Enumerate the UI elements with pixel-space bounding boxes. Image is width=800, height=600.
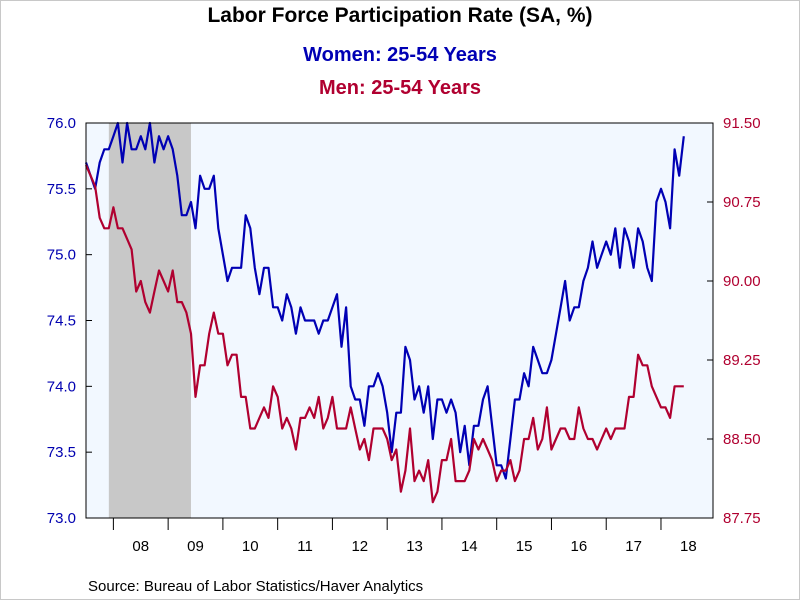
x-axis-tick-label: 13 [406,538,423,555]
left-axis-tick-label: 73.5 [47,444,76,461]
men-series-line [84,164,684,504]
series-label-men: Men: 25-54 Years [319,77,481,99]
chart-title: Labor Force Participation Rate (SA, %) [207,4,593,27]
x-axis-tick-label: 15 [516,538,533,555]
x-axis-tick-label: 17 [625,538,642,555]
x-axis-tick-label: 08 [132,538,149,555]
recession-shading [108,123,191,518]
x-axis-tick-label: 16 [570,538,587,555]
left-axis-tick-label: 76.0 [47,115,76,132]
left-axis-tick-label: 74.0 [47,378,76,395]
x-axis-tick-label: 10 [242,538,259,555]
women-series-line [84,121,685,480]
x-axis-tick-label: 12 [351,538,368,555]
right-axis-tick-label: 88.50 [723,431,761,448]
right-axis-tick-label: 91.50 [723,115,761,132]
x-axis-tick-label: 18 [680,538,697,555]
x-axis-tick-label: 09 [187,538,204,555]
x-axis-tick-label: 14 [461,538,478,555]
x-axis-tick-label: 11 [297,538,313,555]
right-axis-tick-label: 90.75 [723,194,761,211]
source-note: Source: Bureau of Labor Statistics/Haver… [88,578,424,595]
left-axis-tick-label: 75.0 [47,247,76,264]
left-axis-tick-label: 75.5 [47,181,76,198]
right-axis-tick-label: 89.25 [723,352,761,369]
right-axis-tick-label: 90.00 [723,273,761,290]
series-label-women: Women: 25-54 Years [303,44,497,66]
right-axis-tick-label: 87.75 [723,510,761,527]
left-axis-tick-label: 73.0 [47,510,76,527]
left-axis-tick-label: 74.5 [47,313,76,330]
